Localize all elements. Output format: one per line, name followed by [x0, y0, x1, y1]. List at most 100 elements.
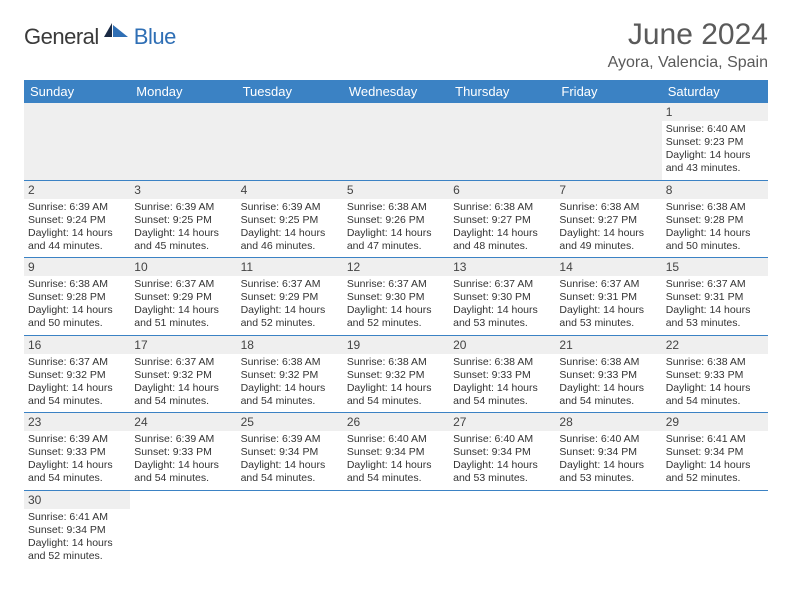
calendar-cell: 21Sunrise: 6:38 AMSunset: 9:33 PMDayligh…: [555, 335, 661, 413]
day-info: Sunrise: 6:41 AMSunset: 9:34 PMDaylight:…: [28, 511, 126, 564]
day-header: Thursday: [449, 80, 555, 103]
calendar-week-row: 1 Sunrise: 6:40 AMSunset: 9:23 PMDaylight…: [24, 103, 768, 180]
calendar-cell: 4Sunrise: 6:39 AMSunset: 9:25 PMDaylight…: [237, 180, 343, 258]
calendar-cell: 14 Sunrise: 6:37 AMSunset: 9:31 PMDayligh…: [555, 258, 661, 336]
day-number: 6: [449, 181, 555, 199]
calendar-cell: 1 Sunrise: 6:40 AMSunset: 9:23 PMDaylight…: [662, 103, 768, 180]
day-header: Saturday: [662, 80, 768, 103]
day-info: Sunrise: 6:40 AMSunset: 9:34 PMDaylight:…: [453, 433, 551, 486]
calendar-cell: 8 Sunrise: 6:38 AMSunset: 9:28 PMDaylight…: [662, 180, 768, 258]
calendar-cell: 5 Sunrise: 6:38 AMSunset: 9:26 PMDaylight…: [343, 180, 449, 258]
day-header: Monday: [130, 80, 236, 103]
calendar-cell: 20Sunrise: 6:38 AMSunset: 9:33 PMDayligh…: [449, 335, 555, 413]
day-number: 20: [449, 336, 555, 354]
calendar-cell: [343, 490, 449, 567]
calendar-cell: [555, 490, 661, 567]
day-info: Sunrise: 6:39 AMSunset: 9:33 PMDaylight:…: [134, 433, 232, 486]
day-info: Sunrise: 6:38 AMSunset: 9:28 PMDaylight:…: [666, 201, 764, 254]
calendar-cell: [555, 103, 661, 180]
calendar-cell: 25 Sunrise: 6:39 AMSunset: 9:34 PMDayligh…: [237, 413, 343, 491]
day-info: Sunrise: 6:37 AMSunset: 9:29 PMDaylight:…: [241, 278, 339, 331]
calendar-cell: 15 Sunrise: 6:37 AMSunset: 9:31 PMDayligh…: [662, 258, 768, 336]
calendar-week-row: 23Sunrise: 6:39 AMSunset: 9:33 PMDayligh…: [24, 413, 768, 491]
day-header: Tuesday: [237, 80, 343, 103]
day-number: 2: [24, 181, 130, 199]
day-number: 12: [343, 258, 449, 276]
day-header: Friday: [555, 80, 661, 103]
day-number: 26: [343, 413, 449, 431]
day-number: 1: [662, 103, 768, 121]
day-header-row: SundayMondayTuesdayWednesdayThursdayFrid…: [24, 80, 768, 103]
calendar-cell: 12 Sunrise: 6:37 AMSunset: 9:30 PMDayligh…: [343, 258, 449, 336]
calendar-cell: [130, 490, 236, 567]
title-block: June 2024 Ayora, Valencia, Spain: [608, 18, 768, 72]
day-info: Sunrise: 6:39 AMSunset: 9:34 PMDaylight:…: [241, 433, 339, 486]
calendar-cell: 18Sunrise: 6:38 AMSunset: 9:32 PMDayligh…: [237, 335, 343, 413]
calendar-cell: [449, 490, 555, 567]
day-number: 13: [449, 258, 555, 276]
logo-text-blue: Blue: [108, 24, 176, 50]
day-info: Sunrise: 6:38 AMSunset: 9:27 PMDaylight:…: [559, 201, 657, 254]
calendar-cell: [237, 490, 343, 567]
day-info: Sunrise: 6:40 AMSunset: 9:34 PMDaylight:…: [347, 433, 445, 486]
day-info: Sunrise: 6:37 AMSunset: 9:32 PMDaylight:…: [134, 356, 232, 409]
logo-text-dark: General: [24, 24, 99, 50]
calendar-cell: 16 Sunrise: 6:37 AMSunset: 9:32 PMDayligh…: [24, 335, 130, 413]
day-number: 16: [24, 336, 130, 354]
day-info: Sunrise: 6:38 AMSunset: 9:32 PMDaylight:…: [347, 356, 445, 409]
day-info: Sunrise: 6:37 AMSunset: 9:31 PMDaylight:…: [666, 278, 764, 331]
day-number: 7: [555, 181, 661, 199]
calendar-cell: [449, 103, 555, 180]
day-number: 11: [237, 258, 343, 276]
day-info: Sunrise: 6:40 AMSunset: 9:34 PMDaylight:…: [559, 433, 657, 486]
day-info: Sunrise: 6:37 AMSunset: 9:32 PMDaylight:…: [28, 356, 126, 409]
day-info: Sunrise: 6:41 AMSunset: 9:34 PMDaylight:…: [666, 433, 764, 486]
logo: General Blue: [24, 24, 176, 50]
day-number: 14: [555, 258, 661, 276]
day-number: 8: [662, 181, 768, 199]
day-number: 3: [130, 181, 236, 199]
location: Ayora, Valencia, Spain: [608, 54, 768, 72]
day-info: Sunrise: 6:38 AMSunset: 9:32 PMDaylight:…: [241, 356, 339, 409]
calendar-cell: [343, 103, 449, 180]
day-number: 30: [24, 491, 130, 509]
day-info: Sunrise: 6:38 AMSunset: 9:33 PMDaylight:…: [666, 356, 764, 409]
header: General Blue June 2024 Ayora, Valencia, …: [24, 18, 768, 72]
calendar-week-row: 30 Sunrise: 6:41 AMSunset: 9:34 PMDayligh…: [24, 490, 768, 567]
calendar-week-row: 16Sunrise: 6:37 AMSunset: 9:32 PMDayligh…: [24, 335, 768, 413]
day-info: Sunrise: 6:38 AMSunset: 9:33 PMDaylight:…: [559, 356, 657, 409]
calendar-cell: 24 Sunrise: 6:39 AMSunset: 9:33 PMDayligh…: [130, 413, 236, 491]
calendar-cell: 30 Sunrise: 6:41 AMSunset: 9:34 PMDayligh…: [24, 490, 130, 567]
calendar-cell: 19Sunrise: 6:38 AMSunset: 9:32 PMDayligh…: [343, 335, 449, 413]
day-info: Sunrise: 6:39 AMSunset: 9:25 PMDaylight:…: [134, 201, 232, 254]
calendar-cell: 22Sunrise: 6:38 AMSunset: 9:33 PMDayligh…: [662, 335, 768, 413]
calendar-cell: 6 Sunrise: 6:38 AMSunset: 9:27 PMDaylight…: [449, 180, 555, 258]
day-info: Sunrise: 6:37 AMSunset: 9:30 PMDaylight:…: [347, 278, 445, 331]
day-header: Sunday: [24, 80, 130, 103]
day-number: 29: [662, 413, 768, 431]
day-info: Sunrise: 6:37 AMSunset: 9:30 PMDaylight:…: [453, 278, 551, 331]
calendar-cell: 11 Sunrise: 6:37 AMSunset: 9:29 PMDayligh…: [237, 258, 343, 336]
calendar-cell: 26 Sunrise: 6:40 AMSunset: 9:34 PMDayligh…: [343, 413, 449, 491]
calendar-cell: 13 Sunrise: 6:37 AMSunset: 9:30 PMDayligh…: [449, 258, 555, 336]
day-header: Wednesday: [343, 80, 449, 103]
day-info: Sunrise: 6:40 AMSunset: 9:23 PMDaylight:…: [666, 123, 764, 176]
day-info: Sunrise: 6:39 AMSunset: 9:24 PMDaylight:…: [28, 201, 126, 254]
calendar-cell: 10Sunrise: 6:37 AMSunset: 9:29 PMDayligh…: [130, 258, 236, 336]
day-number: 27: [449, 413, 555, 431]
day-number: 23: [24, 413, 130, 431]
day-number: 15: [662, 258, 768, 276]
day-number: 28: [555, 413, 661, 431]
day-info: Sunrise: 6:38 AMSunset: 9:26 PMDaylight:…: [347, 201, 445, 254]
calendar-cell: 9Sunrise: 6:38 AMSunset: 9:28 PMDaylight…: [24, 258, 130, 336]
calendar-week-row: 2 Sunrise: 6:39 AMSunset: 9:24 PMDaylight…: [24, 180, 768, 258]
calendar-cell: 17Sunrise: 6:37 AMSunset: 9:32 PMDayligh…: [130, 335, 236, 413]
day-number: 5: [343, 181, 449, 199]
day-info: Sunrise: 6:39 AMSunset: 9:33 PMDaylight:…: [28, 433, 126, 486]
day-info: Sunrise: 6:37 AMSunset: 9:31 PMDaylight:…: [559, 278, 657, 331]
day-number: 24: [130, 413, 236, 431]
day-number: 25: [237, 413, 343, 431]
calendar-cell: [237, 103, 343, 180]
calendar-cell: [24, 103, 130, 180]
day-info: Sunrise: 6:38 AMSunset: 9:27 PMDaylight:…: [453, 201, 551, 254]
